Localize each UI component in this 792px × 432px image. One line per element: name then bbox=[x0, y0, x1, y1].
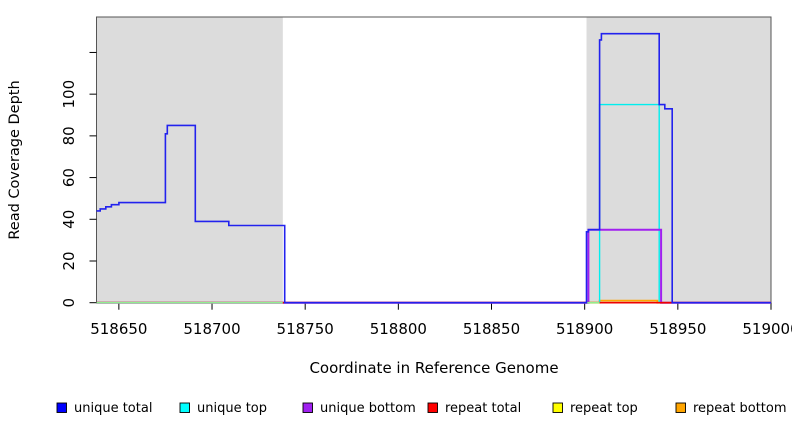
chart-legend: unique total unique top unique bottom repea… bbox=[56, 401, 787, 416]
y-tick-label: 0 bbox=[60, 298, 78, 308]
legend-item: unique top bbox=[179, 401, 267, 416]
x-tick-label: 518750 bbox=[277, 320, 334, 338]
legend-label: repeat top bbox=[570, 401, 638, 416]
series-unique-total bbox=[96, 32, 771, 304]
legend-swatch bbox=[675, 402, 686, 413]
x-tick-label: 518950 bbox=[649, 320, 706, 338]
x-tick-label: 518900 bbox=[556, 320, 613, 338]
legend-swatch bbox=[552, 402, 563, 413]
y-tick-label: 80 bbox=[60, 126, 78, 145]
legend-item: repeat bottom bbox=[675, 401, 787, 416]
legend-item: unique bottom bbox=[302, 401, 416, 416]
plot-area: 518650 518700 518750 518800 518850 518900 5189… bbox=[60, 16, 792, 338]
x-axis-title: Coordinate in Reference Genome bbox=[309, 359, 558, 377]
shaded-region bbox=[96, 17, 283, 303]
legend-label: repeat bottom bbox=[693, 401, 787, 416]
legend-label: unique bottom bbox=[320, 401, 416, 416]
y-tick-label: 60 bbox=[60, 168, 78, 187]
legend-label: repeat total bbox=[445, 401, 521, 416]
x-tick-label: 518800 bbox=[370, 320, 427, 338]
legend-swatch bbox=[56, 402, 67, 413]
legend-item: repeat total bbox=[427, 401, 521, 416]
x-tick-label: 518700 bbox=[183, 320, 240, 338]
x-tick-label: 518850 bbox=[463, 320, 520, 338]
legend-swatch bbox=[179, 402, 190, 413]
y-tick-label: 20 bbox=[60, 251, 78, 270]
legend-swatch bbox=[302, 402, 313, 413]
y-tick-label: 100 bbox=[60, 80, 78, 109]
shaded-region bbox=[586, 17, 771, 303]
y-axis-title: Read Coverage Depth bbox=[7, 80, 23, 239]
legend-item: repeat top bbox=[552, 401, 638, 416]
legend-label: unique total bbox=[74, 401, 152, 416]
y-tick-label: 40 bbox=[60, 210, 78, 229]
x-tick-label: 518650 bbox=[90, 320, 147, 338]
legend-item: unique total bbox=[56, 401, 152, 416]
legend-label: unique top bbox=[197, 401, 267, 416]
legend-swatch bbox=[427, 402, 438, 413]
